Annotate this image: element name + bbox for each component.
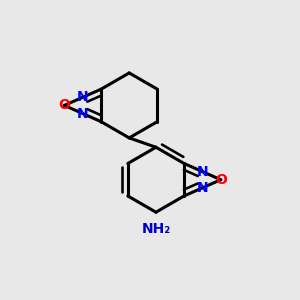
Text: O: O [58,98,70,112]
Text: O: O [215,173,227,187]
Text: N: N [196,165,208,178]
Text: N: N [77,106,88,121]
Text: N: N [196,181,208,195]
Text: NH₂: NH₂ [141,221,171,236]
Text: N: N [77,90,88,104]
